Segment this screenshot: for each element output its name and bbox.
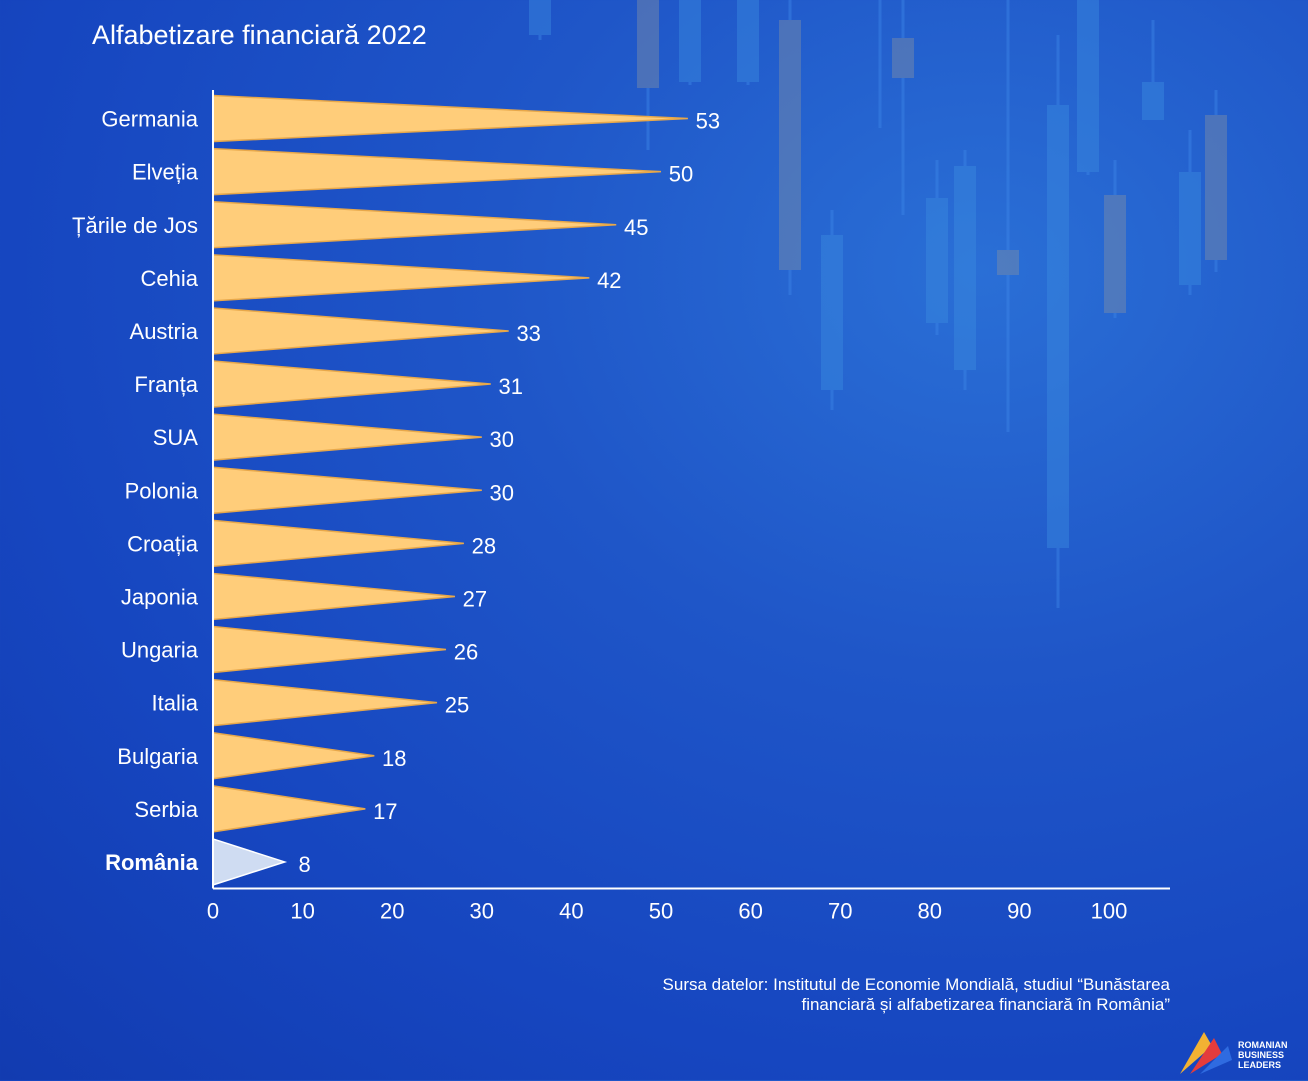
candlestick — [1142, 20, 1164, 120]
bar-polonia — [212, 466, 482, 515]
logo-text-3: LEADERS — [1238, 1060, 1282, 1070]
x-tick-label: 20 — [380, 899, 404, 924]
value-label: 42 — [597, 268, 621, 293]
value-label: 25 — [445, 693, 469, 718]
category-label: România — [105, 850, 199, 875]
category-label: SUA — [153, 425, 199, 450]
bar-ungaria — [212, 625, 447, 674]
candlestick — [1205, 90, 1227, 272]
candlestick — [892, 0, 914, 215]
x-tick-label: 10 — [290, 899, 314, 924]
category-label: Polonia — [125, 478, 199, 503]
value-label: 53 — [696, 109, 720, 134]
category-label: Serbia — [134, 797, 198, 822]
x-tick-label: 30 — [470, 899, 494, 924]
value-label: 50 — [669, 162, 693, 187]
category-label: Austria — [130, 319, 199, 344]
candlestick — [1179, 130, 1201, 295]
bar-țările-de-jos — [212, 200, 617, 249]
category-label: Bulgaria — [117, 744, 198, 769]
logo-text-2: BUSINESS — [1238, 1050, 1285, 1060]
category-label: Japonia — [121, 584, 199, 609]
candlestick — [997, 0, 1019, 432]
bar-elveția — [212, 147, 662, 196]
value-label: 17 — [373, 799, 397, 824]
x-axis: 0 10 20 30 40 50 60 70 80 90 100 — [207, 90, 1170, 924]
value-label: 30 — [490, 480, 514, 505]
bar-germania — [212, 94, 688, 143]
value-label: 31 — [499, 374, 523, 399]
bar-japonia — [212, 572, 455, 621]
x-tick-label: 0 — [207, 899, 219, 924]
value-label: 27 — [463, 586, 487, 611]
bars-group — [212, 94, 688, 886]
source-note: Sursa datelor: Institutul de Economie Mo… — [550, 975, 1170, 1015]
candlestick — [1077, 0, 1099, 175]
candlestick — [926, 160, 948, 335]
value-label: 8 — [299, 852, 311, 877]
bar-sua — [212, 413, 482, 461]
value-label: 26 — [454, 640, 478, 665]
x-tick-label: 60 — [738, 899, 762, 924]
category-label: Italia — [152, 691, 199, 716]
candlestick — [679, 0, 701, 85]
candlestick — [529, 0, 551, 40]
category-label: Croația — [127, 531, 199, 556]
value-label: 30 — [490, 427, 514, 452]
category-label: Franța — [134, 372, 198, 397]
bar-bulgaria — [212, 731, 375, 780]
value-labels-group: 53 50 45 42 33 31 30 30 28 27 26 25 18 17 8 — [299, 109, 721, 877]
category-label: Cehia — [141, 266, 199, 291]
category-label: Țările de Jos — [72, 213, 198, 238]
candlestick — [779, 0, 801, 295]
x-tick-label: 100 — [1091, 899, 1128, 924]
bar-franța — [212, 360, 491, 408]
bar-serbia — [212, 784, 366, 833]
category-label: Ungaria — [121, 638, 199, 663]
source-line-1: Sursa datelor: Institutul de Economie Mo… — [662, 975, 1170, 994]
category-labels-group: Germania Elveția Țările de Jos Cehia Austria… — [72, 107, 199, 875]
category-label: Germania — [101, 107, 198, 132]
bar-austria — [212, 307, 509, 355]
bar-cehia — [212, 254, 590, 302]
bar-românia — [212, 837, 288, 886]
x-tick-label: 70 — [828, 899, 852, 924]
romanian-business-leaders-logo: ROMANIAN BUSINESS LEADERS — [1176, 1024, 1306, 1076]
bar-italia — [212, 678, 438, 727]
background-candlesticks — [529, 0, 1227, 608]
candlestick — [737, 0, 759, 85]
candlestick — [821, 210, 843, 410]
category-label: Elveția — [132, 160, 199, 185]
candlestick — [637, 0, 659, 150]
value-label: 28 — [472, 533, 496, 558]
bar-croația — [212, 519, 464, 568]
chart-title: Alfabetizare financiară 2022 — [92, 20, 427, 50]
x-tick-label: 50 — [649, 899, 673, 924]
x-tick-label: 90 — [1007, 899, 1031, 924]
candlestick — [954, 150, 976, 390]
x-tick-label: 80 — [918, 899, 942, 924]
value-label: 45 — [624, 215, 648, 240]
source-line-2: financiară și alfabetizarea financiară î… — [801, 995, 1170, 1014]
candlestick — [1104, 160, 1126, 318]
value-label: 18 — [382, 746, 406, 771]
x-tick-label: 40 — [559, 899, 583, 924]
candlestick — [1047, 35, 1069, 608]
value-label: 33 — [516, 321, 540, 346]
logo-text-1: ROMANIAN — [1238, 1040, 1288, 1050]
logo-icon — [1180, 1032, 1232, 1074]
